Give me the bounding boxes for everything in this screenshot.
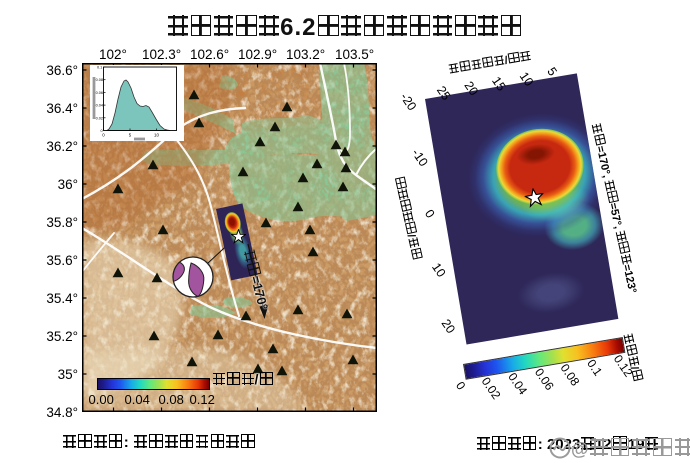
svg-text:0.04: 0.04	[95, 104, 102, 108]
svg-text:0.02: 0.02	[95, 116, 102, 120]
svg-text:0.1: 0.1	[97, 66, 102, 70]
svg-text:0.08: 0.08	[95, 78, 102, 82]
svg-text:0: 0	[102, 133, 105, 138]
svg-text:0: 0	[100, 129, 102, 133]
svg-text:10: 10	[154, 133, 159, 138]
svg-text:0.06: 0.06	[95, 91, 102, 95]
svg-text:5: 5	[128, 133, 131, 138]
